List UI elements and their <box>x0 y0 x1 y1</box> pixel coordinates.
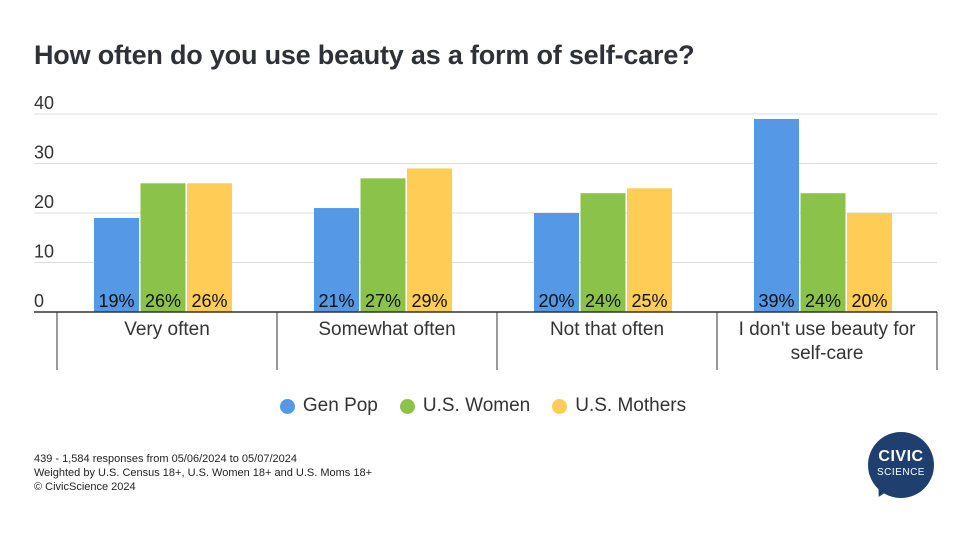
legend-label-1: Gen Pop <box>302 395 378 416</box>
x-category-label-2: Somewhat often <box>318 319 455 340</box>
bar-4-2 <box>800 193 846 312</box>
data-label-4-3: 20% <box>851 291 887 311</box>
data-label-3-2: 24% <box>585 291 621 311</box>
legend-swatch-1 <box>279 398 295 414</box>
bar-4-3 <box>847 213 892 312</box>
bar-2-3 <box>407 168 452 312</box>
bar-2-2 <box>360 178 406 312</box>
footer-notes: 439 - 1,584 responses from 05/06/2024 to… <box>34 452 372 494</box>
civicscience-logo: CIVIC SCIENCE <box>868 432 934 502</box>
legend-swatch-2 <box>399 398 415 414</box>
logo-bubble <box>868 432 934 498</box>
footer-weighting: Weighted by U.S. Census 18+, U.S. Women … <box>34 467 373 479</box>
legend: Gen Pop U.S. Women U.S. Mothers <box>0 395 966 417</box>
legend-item-2: U.S. Women <box>399 395 531 417</box>
logo-text-science: SCIENCE <box>877 467 925 478</box>
y-tick-label-30: 30 <box>34 143 54 163</box>
data-label-2-3: 29% <box>411 291 447 311</box>
data-label-3-1: 20% <box>538 291 574 311</box>
bar-3-2 <box>580 193 626 312</box>
data-label-4-2: 24% <box>805 291 841 311</box>
bar-chart: 0 10 20 30 40 19% 26% 26% 21% 27% 29% 20% 24% 25% 39% 2… <box>34 93 938 370</box>
bar-1-3 <box>187 183 232 312</box>
footer-responses: 439 - 1,584 responses from 05/06/2024 to… <box>34 453 297 465</box>
y-tick-label-0: 0 <box>34 291 44 311</box>
bar-4-1 <box>754 118 799 312</box>
bar-1-2 <box>140 183 186 312</box>
footer-copyright: © CivicScience 2024 <box>34 481 136 493</box>
bar-2-1 <box>314 208 359 312</box>
bar-3-3 <box>627 188 672 312</box>
x-category-label-1: Very often <box>124 319 210 340</box>
data-label-4-1: 39% <box>758 291 794 311</box>
legend-swatch-3 <box>552 398 568 414</box>
data-label-1-1: 19% <box>98 291 134 311</box>
bar-1-1 <box>94 217 139 312</box>
data-label-1-2: 26% <box>145 291 181 311</box>
x-category-label-4: I don't use beauty for self-care <box>739 319 917 364</box>
data-label-2-2: 27% <box>365 291 401 311</box>
legend-label-2: U.S. Women <box>422 395 531 416</box>
data-label-3-3: 25% <box>631 291 667 311</box>
legend-item-3: U.S. Mothers <box>552 395 686 417</box>
y-tick-label-10: 10 <box>34 242 54 262</box>
bar-3-1 <box>534 213 579 312</box>
x-category-label-3: Not that often <box>550 319 664 340</box>
legend-label-3: U.S. Mothers <box>575 395 687 416</box>
y-tick-label-20: 20 <box>34 192 54 212</box>
data-label-2-1: 21% <box>318 291 354 311</box>
chart-title: How often do you use beauty as a form of… <box>34 40 695 70</box>
logo-text-civic: CIVIC <box>878 448 924 465</box>
data-label-1-3: 26% <box>191 291 227 311</box>
y-tick-label-40: 40 <box>34 93 54 113</box>
legend-item-1: Gen Pop <box>279 395 378 417</box>
